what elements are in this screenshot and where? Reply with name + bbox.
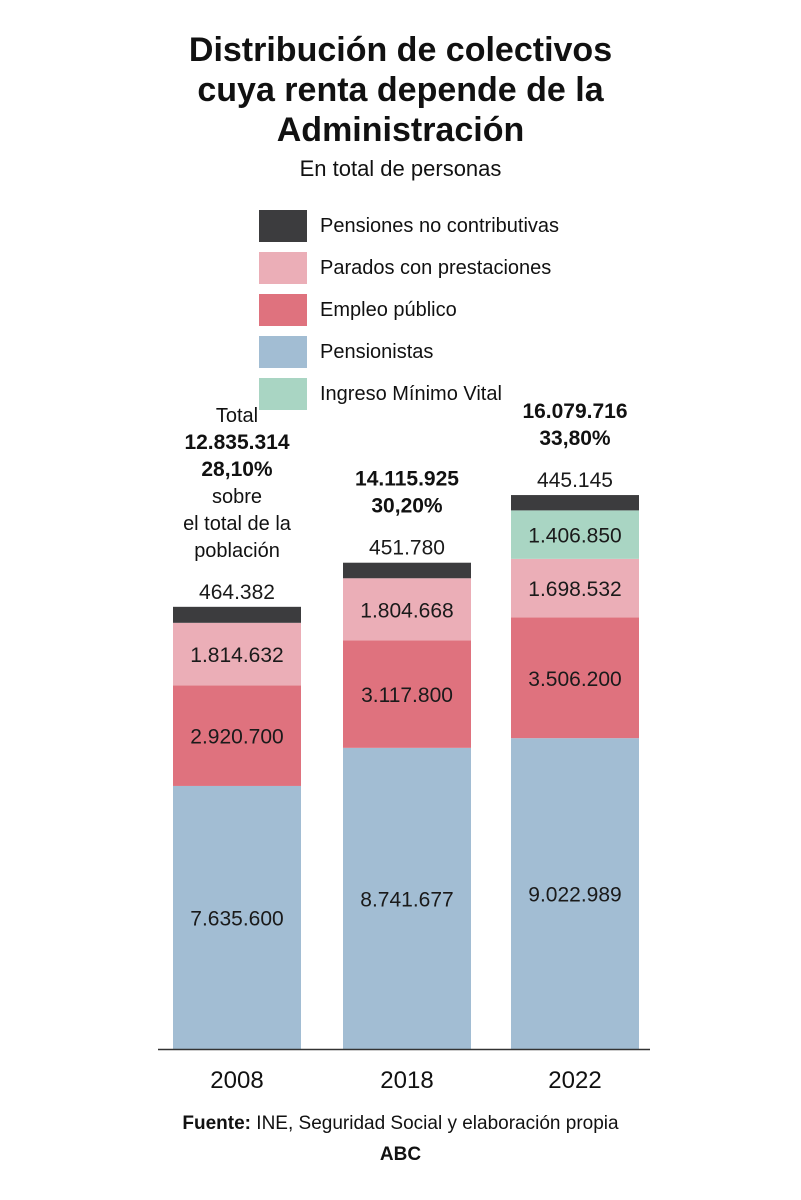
data-label-2008-parados-con-prestaciones: 1.814.632 bbox=[190, 644, 283, 667]
bar-2018-pensionistas bbox=[343, 747, 471, 1049]
total-annotation-2022-line-1: 16.079.716 bbox=[522, 400, 627, 423]
bar-2008-empleo-publico bbox=[173, 685, 301, 786]
bar-2018-parados-con-prestaciones bbox=[343, 578, 471, 641]
legend-swatch bbox=[259, 336, 307, 368]
data-label-2022-parados-con-prestaciones: 1.698.532 bbox=[528, 578, 621, 601]
data-label-2022-pensionistas: 9.022.989 bbox=[528, 884, 621, 907]
legend-label: Pensionistas bbox=[320, 341, 434, 363]
chart-title-line-2: cuya renta depende de la bbox=[197, 71, 604, 109]
x-tick-label-2018: 2018 bbox=[380, 1067, 433, 1094]
total-annotation-2008-line-5: el total de la bbox=[183, 513, 292, 535]
total-annotation-2008-line-6: población bbox=[194, 540, 280, 562]
bar-2018-pensiones-no-contributivas bbox=[343, 562, 471, 579]
data-label-2008-empleo-publico: 2.920.700 bbox=[190, 726, 283, 749]
source-note: Fuente: INE, Seguridad Social y elaborac… bbox=[0, 1112, 801, 1136]
legend-label: Empleo público bbox=[320, 299, 457, 321]
source-text: INE, Seguridad Social y elaboración prop… bbox=[251, 1113, 619, 1134]
total-annotation-2018-line-2: 30,20% bbox=[371, 495, 443, 518]
bar-2022-empleo-publico bbox=[511, 617, 639, 739]
data-label-2018-parados-con-prestaciones: 1.804.668 bbox=[360, 599, 453, 622]
chart-title: Distribución de colectivos cuya renta de… bbox=[0, 30, 801, 150]
brand-label: ABC bbox=[379, 1144, 422, 1165]
data-label-2018-pensionistas: 8.741.677 bbox=[360, 888, 453, 911]
chart-subtitle: En total de personas bbox=[299, 156, 502, 181]
legend-swatch bbox=[259, 294, 307, 326]
bar-2008-pensiones-no-contributivas bbox=[173, 606, 301, 623]
data-label-2008-pensiones-no-contributivas: 464.382 bbox=[199, 581, 275, 604]
x-tick-label-2022: 2022 bbox=[548, 1067, 601, 1094]
chart-title-line-1: Distribución de colectivos bbox=[188, 31, 613, 69]
data-label-2022-empleo-publico: 3.506.200 bbox=[528, 668, 621, 691]
legend-label: Pensiones no contributivas bbox=[320, 215, 560, 237]
total-annotation-2018-line-1: 14.115.925 bbox=[355, 468, 459, 491]
bar-2022-pensionistas bbox=[511, 738, 639, 1049]
bar-2008-parados-con-prestaciones bbox=[173, 622, 301, 686]
bar-2008-pensionistas bbox=[173, 785, 301, 1049]
total-annotation-2008-line-2: 12.835.314 bbox=[184, 431, 289, 454]
total-annotation-2008-line-1: Total bbox=[216, 405, 258, 427]
legend-item-parados-con-prestaciones: Parados con prestaciones bbox=[259, 252, 739, 284]
bar-2018-empleo-publico bbox=[343, 640, 471, 748]
data-label-2018-empleo-publico: 3.117.800 bbox=[361, 684, 453, 707]
legend-swatch bbox=[259, 252, 307, 284]
bar-2022-parados-con-prestaciones bbox=[511, 558, 639, 618]
legend-label: Parados con prestaciones bbox=[320, 257, 552, 279]
total-annotation-2022-line-2: 33,80% bbox=[539, 427, 611, 450]
total-annotation-2008-line-4: sobre bbox=[212, 486, 262, 508]
legend-item-pensiones-no-contributivas: Pensiones no contributivas bbox=[259, 210, 739, 242]
data-label-2008-pensionistas: 7.635.600 bbox=[190, 907, 283, 930]
total-annotation-2008-line-3: 28,10% bbox=[201, 458, 273, 481]
legend-item-empleo-publico: Empleo público bbox=[259, 294, 739, 326]
bar-2022-pensiones-no-contributivas bbox=[511, 495, 639, 511]
x-tick-label-2008: 2008 bbox=[210, 1067, 263, 1094]
data-label-2022-pensiones-no-contributivas: 445.145 bbox=[537, 469, 613, 492]
chart-title-line-3: Administración bbox=[276, 111, 525, 149]
legend-label: Ingreso Mínimo Vital bbox=[320, 383, 502, 405]
legend-swatch bbox=[259, 210, 307, 242]
legend-item-pensionistas: Pensionistas bbox=[259, 336, 739, 368]
legend-item-ingreso-minimo-vital: Ingreso Mínimo Vital bbox=[259, 378, 739, 410]
data-label-2022-ingreso-minimo-vital: 1.406.850 bbox=[528, 525, 621, 548]
bar-2022-ingreso-minimo-vital bbox=[511, 510, 639, 559]
source-label: Fuente: bbox=[182, 1113, 252, 1134]
data-label-2018-pensiones-no-contributivas: 451.780 bbox=[369, 537, 445, 560]
legend-swatch bbox=[259, 378, 307, 410]
